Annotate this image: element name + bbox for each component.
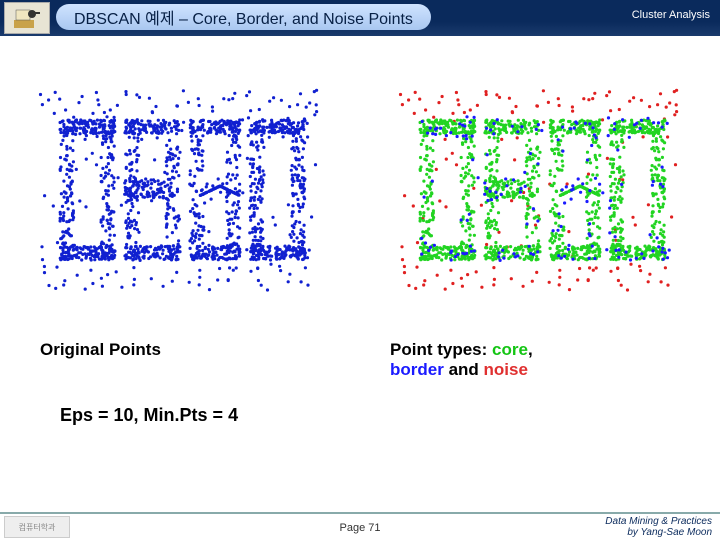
noise-word: noise — [484, 360, 528, 379]
header-bar: DBSCAN 예제 – Core, Border, and Noise Poin… — [0, 0, 720, 36]
chart-area — [0, 60, 720, 360]
right-caption-prefix: Point types: — [390, 340, 492, 359]
sep1: , — [528, 340, 533, 359]
params-text: Eps = 10, Min.Pts = 4 — [60, 405, 238, 426]
original-points-plot — [20, 60, 340, 320]
core-word: core — [492, 340, 528, 359]
left-panel — [0, 60, 360, 360]
section-label: Cluster Analysis — [632, 9, 710, 21]
border-word: border — [390, 360, 444, 379]
slide-title: DBSCAN 예제 – Core, Border, and Noise Poin… — [56, 4, 431, 30]
right-panel — [360, 60, 720, 360]
classified-points-plot — [380, 60, 700, 320]
header-logo — [4, 2, 50, 34]
footer-rule — [0, 512, 720, 514]
left-caption: Original Points — [40, 340, 161, 360]
credit-line-1: Data Mining & Practices — [605, 516, 712, 527]
credit-text: Data Mining & Practices by Yang-Sae Moon — [605, 516, 712, 538]
right-caption: Point types: core, border and noise — [390, 340, 533, 380]
footer: 컴퓨터학과 Page 71 Data Mining & Practices by… — [0, 512, 720, 540]
sep2: and — [444, 360, 484, 379]
credit-line-2: by Yang-Sae Moon — [627, 527, 712, 538]
